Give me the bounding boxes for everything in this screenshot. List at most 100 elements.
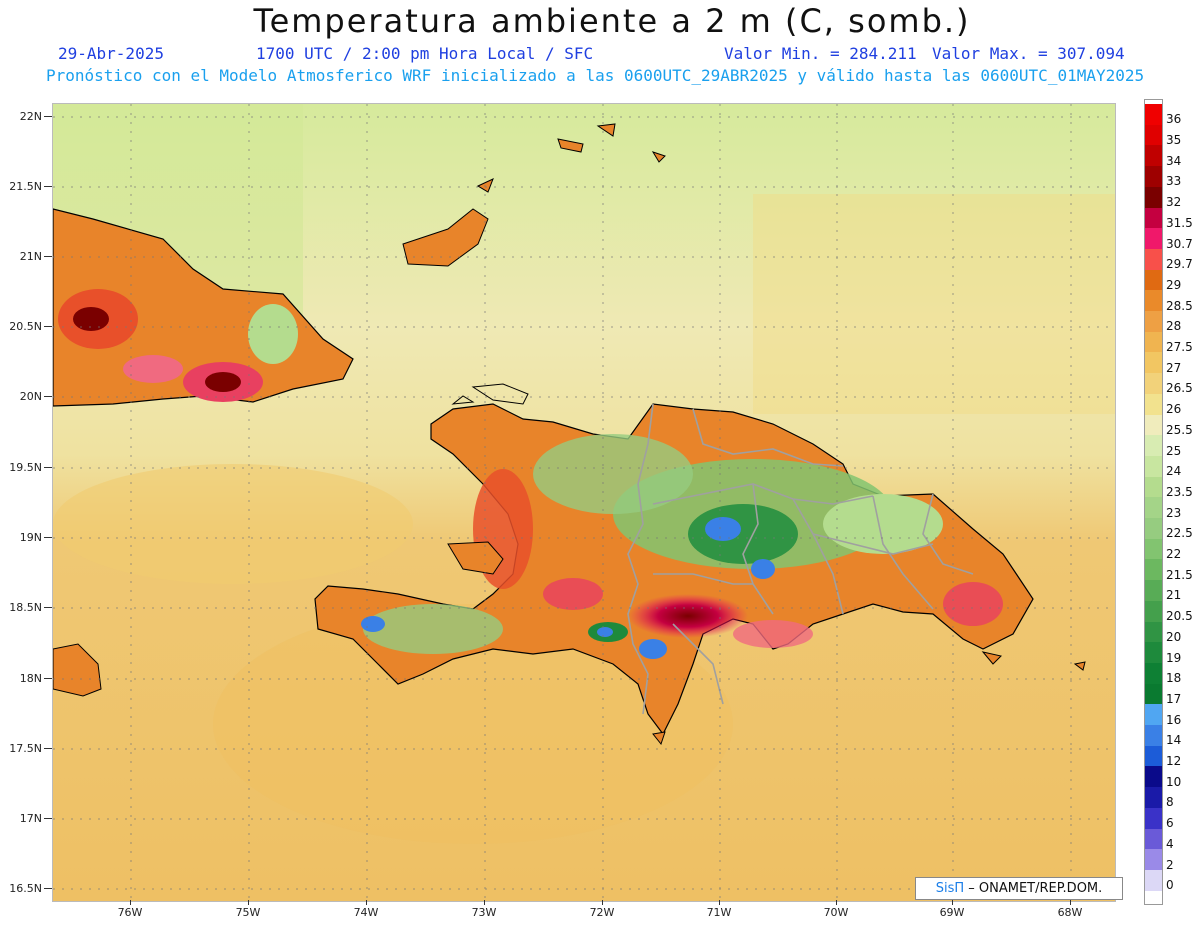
legend-label: 27.5: [1166, 340, 1193, 355]
legend-swatch: [1145, 683, 1162, 705]
legend-label: 6: [1166, 816, 1174, 831]
lat-tick: [44, 396, 52, 397]
legend-swatch: [1145, 104, 1162, 126]
legend-label: 2: [1166, 857, 1174, 872]
legend-swatch: [1145, 373, 1162, 395]
legend-label: 22: [1166, 547, 1182, 562]
legend-swatch: [1145, 435, 1162, 457]
map-title: Temperatura ambiente a 2 m (C, somb.): [253, 2, 971, 40]
legend-label: 0: [1166, 878, 1174, 893]
legend-label: 34: [1166, 153, 1182, 168]
lat-tick: [44, 537, 52, 538]
legend-swatch: [1145, 807, 1162, 829]
lat-tick: [44, 256, 52, 257]
lon-tick: [952, 900, 953, 905]
legend-swatch: [1145, 766, 1162, 788]
legend-swatch: [1145, 228, 1162, 250]
legend-label: 28.5: [1166, 298, 1193, 313]
lon-tick: [1070, 900, 1071, 905]
lon-label: 70W: [823, 906, 849, 919]
legend-label: 12: [1166, 754, 1182, 769]
min-value: Valor Min. = 284.211: [724, 44, 917, 63]
lon-label: 69W: [939, 906, 965, 919]
legend-swatch: [1145, 538, 1162, 560]
hispaniola-landmass: [314, 403, 1034, 736]
legend-label: 20: [1166, 629, 1182, 644]
legend-label: 33: [1166, 174, 1182, 189]
lon-tick: [719, 900, 720, 905]
cuba-landmass: [53, 208, 354, 407]
legend-swatch: [1145, 186, 1162, 208]
graticule: [53, 104, 1115, 901]
lat-label: 19.5N: [9, 461, 42, 474]
legend-swatch: [1145, 414, 1162, 436]
legend-label: 23.5: [1166, 484, 1193, 499]
legend-label: 36: [1166, 112, 1182, 127]
lat-tick: [44, 888, 52, 889]
model-subtitle: Pronóstico con el Modelo Atmosferico WRF…: [46, 66, 1145, 85]
legend-swatch: [1145, 518, 1162, 540]
lat-tick: [44, 818, 52, 819]
legend-swatch: [1145, 828, 1162, 850]
lat-label: 18.5N: [9, 601, 42, 614]
legend-label: 23: [1166, 505, 1182, 520]
legend-label: 29.7: [1166, 257, 1193, 272]
lon-label: 71W: [706, 906, 732, 919]
lon-tick: [602, 900, 603, 905]
legend-swatch: [1145, 725, 1162, 747]
legend-swatch: [1145, 476, 1162, 498]
lat-tick: [44, 607, 52, 608]
lat-label: 21.5N: [9, 180, 42, 193]
legend-swatch: [1145, 787, 1162, 809]
legend-label: 32: [1166, 195, 1182, 210]
legend-label: 20.5: [1166, 609, 1193, 624]
legend-swatch: [1145, 869, 1162, 892]
legend-swatch: [1145, 497, 1162, 519]
lon-tick: [484, 900, 485, 905]
lat-tick: [44, 678, 52, 679]
legend-swatch: [1145, 600, 1162, 622]
lon-tick: [836, 900, 837, 905]
legend-swatch: [1145, 248, 1162, 271]
lat-label: 20.5N: [9, 320, 42, 333]
legend-label: 31.5: [1166, 215, 1193, 230]
legend-swatch: [1145, 331, 1162, 353]
legend-label: 21.5: [1166, 567, 1193, 582]
legend-swatch: [1145, 311, 1162, 333]
credit-box: SisΠ – ONAMET/REP.DOM.: [915, 877, 1123, 900]
legend-swatch: [1145, 745, 1162, 767]
lon-label: 73W: [471, 906, 497, 919]
legend-label: 10: [1166, 774, 1182, 789]
legend-swatch: [1145, 166, 1162, 188]
legend-swatch: [1145, 124, 1162, 146]
legend-label: 16: [1166, 712, 1182, 727]
temperature-map: [52, 103, 1116, 902]
lon-tick: [130, 900, 131, 905]
legend-swatch: [1145, 145, 1162, 167]
lat-tick: [44, 186, 52, 187]
legend-label: 22.5: [1166, 526, 1193, 541]
lon-label: 68W: [1057, 906, 1083, 919]
color-legend: [1144, 99, 1163, 905]
lat-tick: [44, 748, 52, 749]
legend-label: 21: [1166, 588, 1182, 603]
lon-tick: [366, 900, 367, 905]
lat-label: 17N: [19, 812, 42, 825]
legend-label: 14: [1166, 733, 1182, 748]
lat-label: 17.5N: [9, 742, 42, 755]
legend-swatch: [1145, 849, 1162, 871]
legend-label: 19: [1166, 650, 1182, 665]
legend-swatch: [1145, 290, 1162, 312]
legend-swatch: [1145, 704, 1162, 726]
legend-label: 8: [1166, 795, 1174, 810]
lon-label: 74W: [353, 906, 379, 919]
legend-swatch: [1145, 455, 1162, 478]
legend-label: 17: [1166, 691, 1182, 706]
legend-swatch: [1145, 662, 1162, 685]
lat-label: 16.5N: [9, 882, 42, 895]
lat-label: 18N: [19, 672, 42, 685]
legend-label: 29: [1166, 277, 1182, 292]
legend-label: 18: [1166, 671, 1182, 686]
legend-swatch: [1145, 352, 1162, 374]
lat-label: 19N: [19, 531, 42, 544]
